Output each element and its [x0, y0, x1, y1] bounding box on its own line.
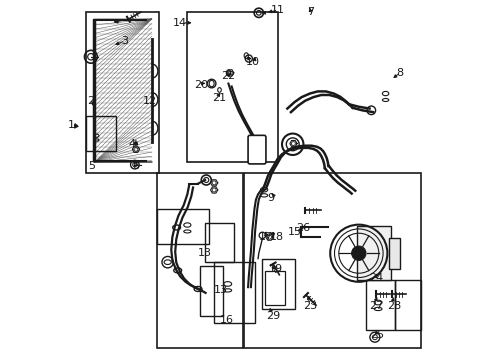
- Text: 3: 3: [121, 36, 128, 46]
- Text: 23: 23: [302, 301, 316, 311]
- Text: 19: 19: [268, 264, 283, 274]
- Text: 27: 27: [369, 301, 383, 311]
- Bar: [157, 173, 242, 348]
- Bar: [85, 12, 159, 173]
- Text: 12: 12: [142, 96, 157, 107]
- Text: 6: 6: [132, 161, 139, 171]
- Text: 9: 9: [266, 193, 274, 203]
- Bar: [200, 266, 223, 316]
- Text: 26: 26: [295, 223, 309, 233]
- Text: 7: 7: [306, 7, 313, 17]
- Text: 2: 2: [87, 96, 94, 107]
- FancyBboxPatch shape: [247, 135, 265, 164]
- Text: 5: 5: [88, 161, 95, 171]
- Bar: [244, 173, 421, 348]
- Bar: [262, 258, 294, 309]
- Text: 20: 20: [194, 80, 208, 90]
- Bar: [214, 262, 255, 323]
- Bar: [85, 116, 116, 152]
- Text: 29: 29: [265, 311, 280, 321]
- Text: 25: 25: [370, 330, 384, 341]
- Bar: [365, 280, 394, 330]
- Text: 10: 10: [246, 57, 260, 67]
- Text: 15: 15: [287, 227, 302, 237]
- Text: 16: 16: [219, 315, 233, 325]
- Text: 28: 28: [386, 301, 401, 311]
- Text: 13: 13: [214, 285, 228, 295]
- Text: 1: 1: [67, 120, 75, 130]
- Circle shape: [351, 246, 365, 260]
- Text: 14: 14: [173, 18, 187, 28]
- Bar: [157, 208, 208, 244]
- Text: 11: 11: [271, 5, 285, 15]
- Text: 4: 4: [128, 139, 135, 149]
- Text: 24: 24: [369, 273, 383, 283]
- Bar: [356, 226, 390, 280]
- Text: 18: 18: [269, 232, 283, 242]
- Text: 13: 13: [198, 248, 212, 258]
- Text: 8: 8: [395, 68, 403, 78]
- Text: 21: 21: [211, 93, 225, 103]
- Text: 17: 17: [258, 232, 272, 242]
- Text: 22: 22: [221, 71, 235, 81]
- Bar: [187, 12, 278, 162]
- Bar: [264, 271, 285, 305]
- Bar: [394, 280, 421, 330]
- Bar: [388, 238, 399, 269]
- Bar: [205, 223, 233, 262]
